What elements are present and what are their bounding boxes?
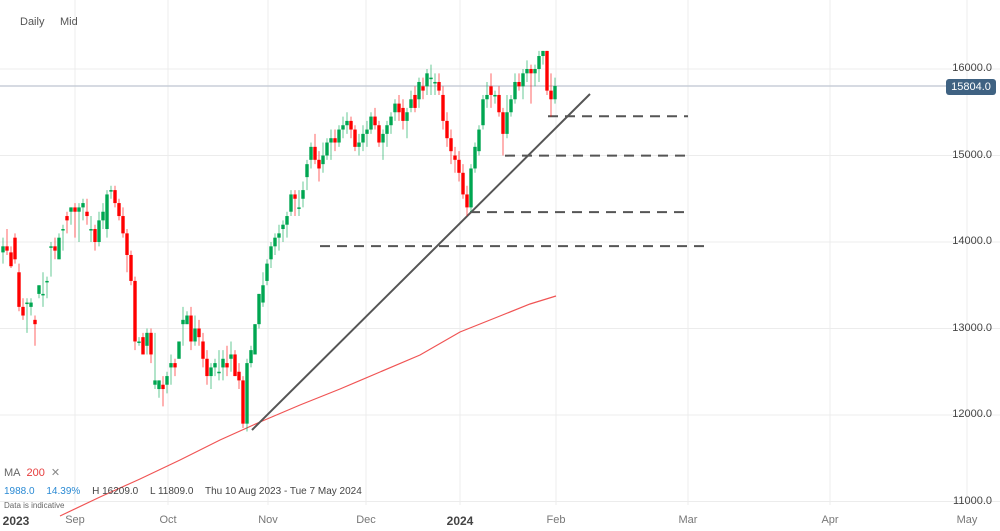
- y-tick-label: 13000.0: [952, 321, 992, 334]
- close-icon[interactable]: ✕: [50, 467, 61, 479]
- date-range: Thu 10 Aug 2023 - Tue 7 May 2024: [205, 486, 362, 497]
- candlesticks[interactable]: [1, 50, 557, 432]
- x-tick-label: Feb: [546, 514, 566, 526]
- grid-lines: [0, 0, 1000, 505]
- support-levels: [320, 115, 705, 248]
- y-tick-label: 12000.0: [952, 408, 992, 420]
- price-type-label[interactable]: Mid: [60, 16, 78, 28]
- high-value: H 16209.0: [92, 486, 139, 497]
- disclaimer: Data is indicative: [4, 501, 65, 510]
- x-tick-label: Mar: [678, 514, 698, 526]
- ma-legend: MA 200 ✕: [4, 466, 60, 479]
- change-value: 1988.0: [4, 486, 35, 497]
- x-tick-label: May: [956, 514, 978, 526]
- y-tick-label: 11000.0: [953, 494, 992, 507]
- ma200-line: [59, 295, 557, 517]
- ma-period[interactable]: 200: [26, 467, 45, 479]
- x-tick-label: 2023: [2, 514, 30, 528]
- y-tick-label: 15000.0: [952, 148, 992, 161]
- ma-label: MA: [4, 467, 21, 479]
- x-tick-label: 2024: [446, 514, 474, 528]
- low-value: L 11809.0: [150, 486, 194, 497]
- x-tick-label: Oct: [159, 514, 177, 526]
- stats-legend: 1988.0 14.39% H 16209.0 L 11809.0 Thu 10…: [4, 486, 371, 497]
- y-tick-label: 14000.0: [952, 235, 992, 247]
- x-tick-label: Sep: [65, 514, 85, 526]
- current-price-badge: 15804.0: [946, 79, 996, 95]
- x-tick-label: Dec: [356, 514, 376, 526]
- change-percent: 14.39%: [46, 486, 81, 497]
- x-tick-label: Apr: [821, 514, 839, 526]
- interval-label[interactable]: Daily: [20, 16, 45, 28]
- y-tick-label: 16000.0: [952, 62, 992, 74]
- trendline[interactable]: [251, 93, 591, 431]
- x-tick-label: Nov: [258, 514, 278, 526]
